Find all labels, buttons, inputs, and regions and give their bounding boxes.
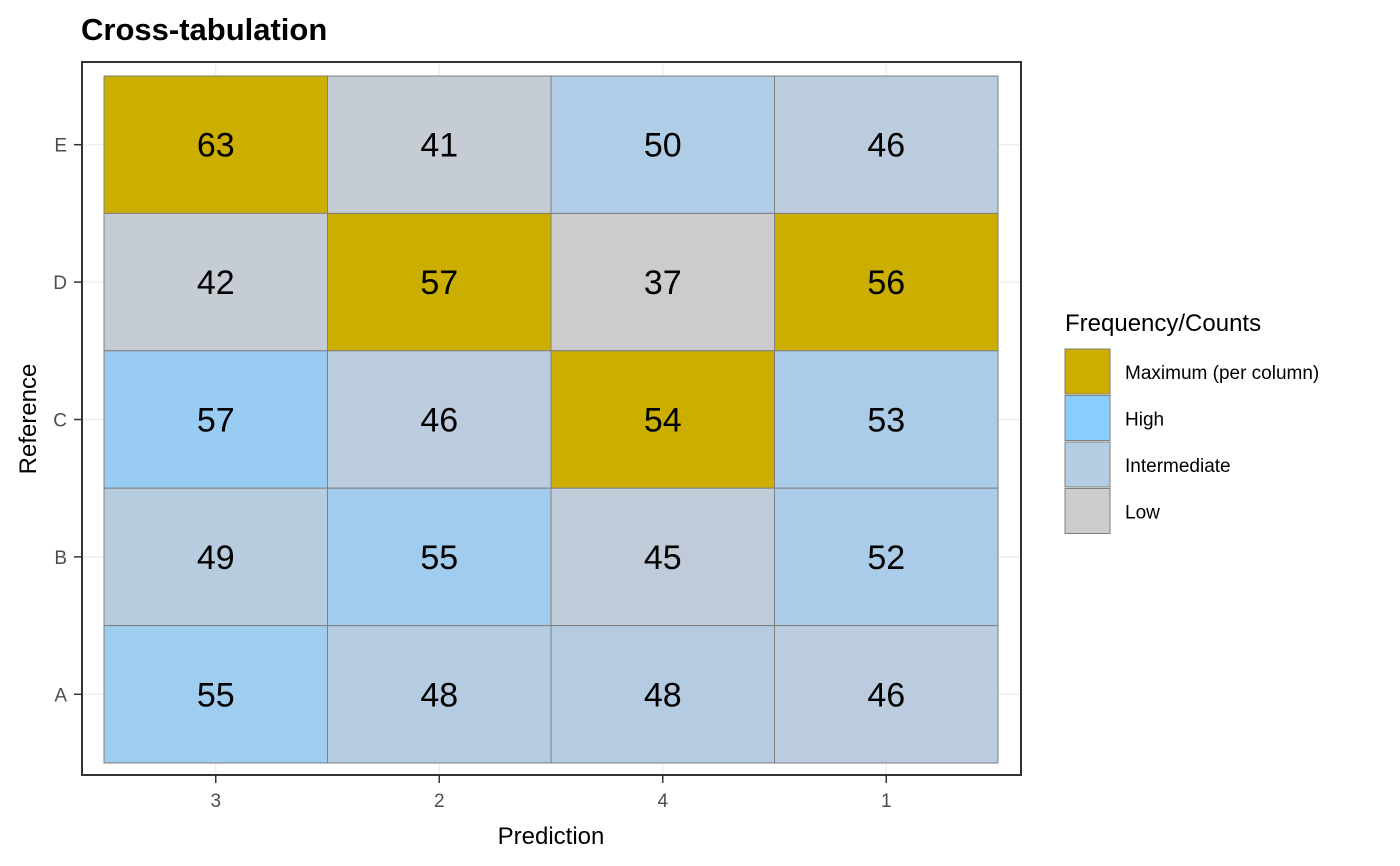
heatmap-cell	[550, 350, 775, 489]
heatmap-cell	[103, 350, 328, 489]
heatmap-cell	[327, 625, 552, 764]
cell-value-label: 41	[420, 127, 458, 165]
heatmap-cell	[327, 487, 552, 627]
legend-swatch	[1064, 441, 1111, 488]
legend-swatch	[1064, 488, 1111, 534]
cell-value-label: 57	[197, 402, 235, 440]
cell-value-label: 46	[420, 402, 458, 440]
y-tick-label: A	[54, 685, 67, 706]
y-tick-label: E	[54, 136, 67, 157]
heatmap-cell	[774, 625, 999, 764]
heatmap-cell	[327, 75, 552, 214]
y-tick-label: C	[53, 411, 67, 432]
cell-value-label: 63	[197, 127, 235, 165]
x-tick-label: 1	[881, 791, 892, 812]
heatmap-cell	[550, 487, 775, 627]
heatmap-cell	[774, 487, 999, 627]
y-tick-label: B	[54, 548, 67, 569]
cell-value-label: 57	[420, 264, 458, 302]
legend-swatch	[1064, 395, 1111, 441]
cell-value-label: 42	[197, 264, 235, 302]
x-axis-ticks: 3 2 4 1	[210, 775, 892, 812]
legend-label: Low	[1125, 503, 1160, 524]
cell-value-label: 37	[644, 264, 682, 302]
legend-label: Intermediate	[1125, 456, 1231, 477]
legend: Frequency/Counts Maximum (per column) Hig…	[1064, 310, 1319, 534]
heatmap-cell	[327, 212, 552, 352]
cell-value-label: 55	[420, 539, 458, 577]
y-tick-label: D	[53, 273, 67, 294]
cell-value-label: 56	[867, 264, 905, 302]
legend-label: High	[1125, 410, 1164, 431]
heatmap-cell	[774, 212, 999, 352]
heatmap-cell	[327, 350, 552, 489]
legend-label: Maximum (per column)	[1125, 363, 1319, 384]
heatmap-cell	[103, 625, 328, 764]
y-axis-title: Reference	[15, 364, 42, 475]
cell-value-label: 50	[644, 127, 682, 165]
chart-title: Cross-tabulation	[81, 12, 327, 47]
cell-value-label: 53	[867, 402, 905, 440]
cell-value-label: 48	[420, 676, 458, 714]
x-tick-label: 3	[210, 791, 221, 812]
heatmap-cell	[550, 625, 775, 764]
cell-value-label: 46	[867, 676, 905, 714]
cell-value-label: 49	[197, 539, 235, 577]
cell-value-label: 45	[644, 539, 682, 577]
legend-title: Frequency/Counts	[1065, 310, 1261, 337]
heatmap-cell	[103, 487, 328, 627]
y-axis-ticks: E D C B A	[53, 136, 82, 706]
cell-value-labels: 63 41 50 46 42 57 37 56 57 46 54 53 49 55 45 52 55 48 48 46	[197, 127, 905, 715]
cell-value-label: 52	[867, 539, 905, 577]
heatmap-cell	[550, 212, 775, 352]
x-tick-label: 4	[657, 791, 668, 812]
heatmap-cell	[774, 350, 999, 489]
cell-value-label: 54	[644, 402, 682, 440]
heatmap-cells	[103, 75, 999, 764]
cell-value-label: 55	[197, 676, 235, 714]
x-tick-label: 2	[434, 791, 445, 812]
cell-value-label: 48	[644, 676, 682, 714]
x-axis-title: Prediction	[498, 823, 605, 850]
cell-value-label: 46	[867, 127, 905, 165]
legend-swatch	[1064, 348, 1111, 395]
plot-panel-border	[81, 61, 1022, 776]
